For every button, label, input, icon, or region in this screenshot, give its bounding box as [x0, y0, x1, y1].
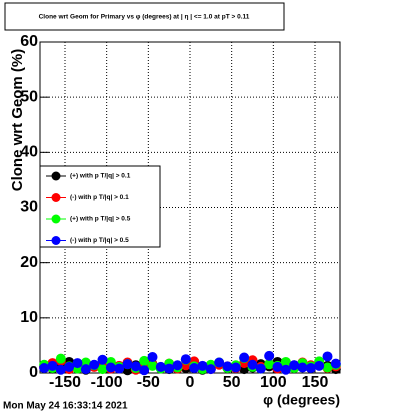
- data-point: [264, 350, 275, 361]
- legend-label: (-) with p T/|q| > 0.1: [70, 194, 129, 201]
- x-tick-label: 150: [302, 374, 329, 391]
- chart-title: Clone wrt Geom for Primary vs φ (degrees…: [39, 14, 250, 21]
- data-point: [155, 361, 166, 372]
- x-tick-label: 50: [223, 374, 241, 391]
- y-tick-label: 20: [20, 254, 38, 271]
- data-point: [264, 359, 275, 370]
- y-tick-label: 30: [20, 199, 38, 216]
- legend-label: (+) with p T/|q| > 0.5: [70, 216, 131, 223]
- legend-label: (+) with p T/|q| > 0.1: [70, 173, 131, 180]
- x-tick-label: -50: [137, 374, 160, 391]
- title-box: [4, 2, 285, 31]
- data-point: [255, 363, 266, 374]
- legend-marker: [51, 171, 61, 181]
- data-point: [47, 360, 58, 371]
- data-point: [172, 360, 183, 371]
- x-tick-label: -100: [91, 374, 123, 391]
- data-point: [180, 354, 191, 365]
- x-axis-label: φ (degrees): [263, 392, 340, 408]
- data-point: [39, 363, 50, 374]
- data-point: [55, 364, 66, 375]
- y-tick-label: 10: [20, 309, 38, 326]
- y-tick-label: 60: [20, 33, 38, 50]
- y-tick-label: 40: [20, 144, 38, 161]
- footer-date: Mon May 24 16:33:14 2021: [3, 401, 128, 412]
- data-point: [272, 361, 283, 372]
- data-point: [80, 364, 91, 375]
- data-point: [189, 363, 200, 374]
- data-point: [205, 364, 216, 375]
- legend-label: (-) with p T/|q| > 0.5: [70, 237, 129, 244]
- x-tick-label: -150: [49, 374, 81, 391]
- data-point: [280, 364, 291, 375]
- data-point: [214, 357, 225, 368]
- data-point: [105, 362, 116, 373]
- data-point: [297, 362, 308, 373]
- x-tick-label: 100: [260, 374, 287, 391]
- data-point: [122, 359, 133, 370]
- data-point: [230, 362, 241, 373]
- data-point: [305, 363, 316, 374]
- data-point: [147, 352, 158, 363]
- data-point: [322, 351, 333, 362]
- data-point: [330, 358, 341, 369]
- data-point: [222, 361, 233, 372]
- data-point: [139, 355, 150, 366]
- data-point: [55, 353, 66, 364]
- y-tick-label: 0: [29, 364, 38, 381]
- data-point: [314, 360, 325, 371]
- y-axis-label: Clone wrt Geom (%): [9, 49, 26, 192]
- data-point: [89, 359, 100, 370]
- legend-marker: [51, 214, 61, 224]
- data-point: [164, 363, 175, 374]
- data-point: [139, 365, 150, 376]
- data-point: [114, 363, 125, 374]
- data-point: [130, 361, 141, 372]
- data-point: [247, 359, 258, 370]
- legend-marker: [51, 236, 61, 245]
- y-tick-label: 50: [20, 88, 38, 105]
- data-point: [322, 362, 333, 373]
- data-point: [72, 358, 83, 369]
- data-point: [64, 361, 75, 372]
- data-point: [289, 360, 300, 371]
- data-point: [147, 360, 158, 371]
- data-point: [239, 352, 250, 363]
- x-tick-label: 0: [186, 374, 195, 391]
- data-point: [97, 354, 108, 365]
- data-point: [197, 360, 208, 371]
- legend-marker: [51, 193, 61, 202]
- data-point: [280, 356, 291, 367]
- legend-box: [39, 165, 161, 248]
- data-point: [97, 364, 108, 375]
